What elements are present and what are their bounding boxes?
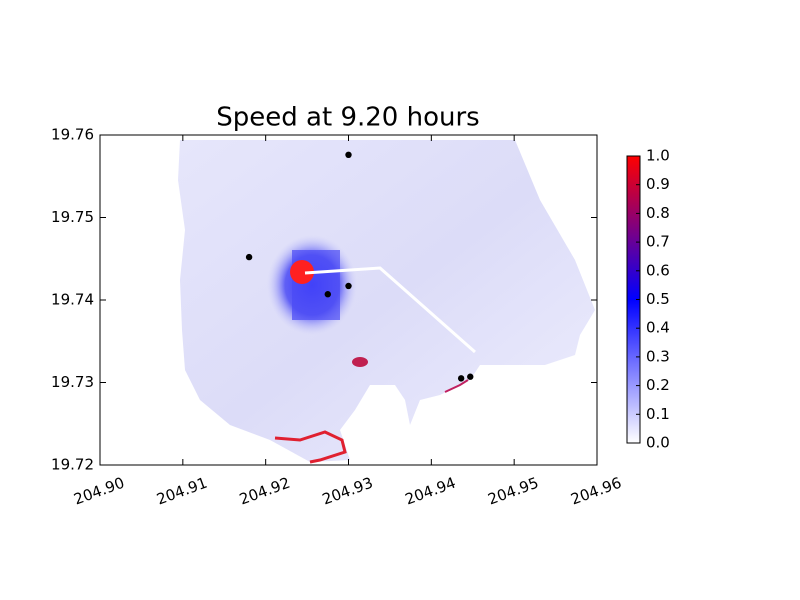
speed-field [178,140,595,464]
eddy [352,357,368,367]
point [467,373,474,380]
colorbar-tick-label: 0.6 [646,261,670,279]
colorbar-tick-label: 0.2 [646,376,670,394]
colorbar-tick-label: 0.9 [646,175,670,193]
breakwater [304,266,476,354]
y-tick-label: 19.72 [51,456,94,474]
colorbar-tick-label: 0.1 [646,405,670,423]
chart-title: Speed at 9.20 hours [216,103,479,133]
colorbar-tick-label: 0.4 [646,319,670,337]
y-tick-label: 19.73 [51,373,94,391]
point [457,375,465,382]
x-tick-label: 204.90 [71,474,126,509]
colorbar-tick-label: 0.5 [646,290,670,308]
x-tick-label: 204.96 [568,474,623,509]
x-tick-label: 204.91 [154,474,209,509]
point [345,282,352,290]
water [178,140,595,462]
x-tick-label: 204.94 [403,474,458,509]
x-tick-label: 204.95 [486,474,541,509]
y-tick-label: 19.75 [51,208,94,226]
point [324,291,331,298]
y-tick-label: 19.74 [51,291,94,309]
shore-current [444,379,469,393]
shore-current [274,430,347,464]
point [345,151,352,158]
y-tick-label: 19.76 [51,126,94,144]
point [245,253,253,261]
x-tick-label: 204.92 [237,474,292,509]
colorbar-tick-label: 0.3 [646,347,670,365]
x-tick-label: 204.93 [320,474,375,509]
colorbar-tick-label: 1.0 [646,147,670,165]
jet-source [290,260,314,284]
colorbar-tick-label: 0.8 [646,204,670,222]
colorbar-tick-label: 0.0 [646,434,670,452]
colorbar-tick-label: 0.7 [646,233,670,251]
